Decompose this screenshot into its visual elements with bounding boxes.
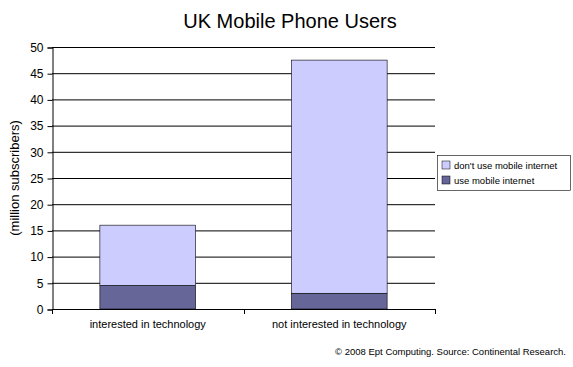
y-tick: 5 [37, 277, 53, 291]
bar-segment [291, 293, 387, 309]
y-tick-label: 0 [37, 303, 44, 317]
legend-swatch [442, 161, 450, 169]
y-tick-label: 50 [30, 41, 44, 55]
y-tick-label: 5 [37, 277, 44, 291]
y-tick-mark [48, 48, 53, 49]
y-tick: 15 [30, 224, 52, 238]
y-tick-label: 20 [30, 198, 44, 212]
y-tick-label: 40 [30, 93, 44, 107]
x-tick-label: interested in technology [90, 318, 207, 330]
y-tick-mark [48, 100, 53, 101]
annotation: © 2008 Ept Computing. Source: Continenta… [335, 346, 566, 357]
y-axis-title: (million subscribers) [7, 120, 22, 236]
legend-label: use mobile internet [454, 175, 535, 186]
legend-box [438, 156, 571, 191]
grid-line [52, 47, 435, 48]
y-tick: 30 [30, 146, 52, 160]
y-tick: 50 [30, 41, 52, 55]
legend: don't use mobile internet use mobile inte… [438, 156, 571, 191]
x-boundary-tick [244, 309, 245, 314]
y-tick-mark [48, 74, 53, 75]
y-tick-mark [48, 152, 53, 153]
y-axis: 0 5 10 15 20 25 30 35 40 45 50 [30, 41, 53, 317]
y-tick: 20 [30, 198, 52, 212]
y-tick: 25 [30, 172, 52, 186]
y-tick: 10 [30, 250, 52, 264]
y-tick-mark [48, 205, 53, 206]
y-tick-label: 45 [30, 67, 44, 81]
y-tick-mark [48, 257, 53, 258]
y-tick-label: 15 [30, 224, 44, 238]
grid [52, 48, 435, 310]
y-tick: 0 [37, 303, 53, 317]
x-axis: interested in technology not interested i… [52, 309, 436, 330]
y-tick-label: 25 [30, 172, 44, 186]
y-axis-line [48, 48, 54, 310]
x-boundary-tick [435, 309, 436, 314]
grid-line [52, 309, 435, 310]
y-tick-mark [48, 283, 53, 284]
y-tick-mark [48, 126, 53, 127]
y-tick-mark [48, 179, 53, 180]
bar-segment [100, 285, 196, 309]
x-tick-label: not interested in technology [272, 318, 407, 330]
y-tick: 35 [30, 119, 52, 133]
y-tick-mark [48, 231, 53, 232]
y-tick-label: 35 [30, 119, 44, 133]
legend-label: don't use mobile internet [454, 160, 558, 171]
y-tick-label: 10 [30, 250, 44, 264]
y-tick-label: 30 [30, 146, 44, 160]
bars [100, 60, 387, 309]
bar-segment [291, 60, 387, 293]
y-tick-mark [48, 310, 53, 311]
legend-swatch [442, 176, 450, 184]
title: UK Mobile Phone Users [183, 10, 396, 32]
chart: UK Mobile Phone Users 0 5 10 15 20 25 30 35 40 45 5… [0, 0, 573, 367]
x-axis-line [52, 309, 435, 310]
x-boundary-tick [52, 309, 53, 314]
y-tick: 40 [30, 93, 52, 107]
bar-segment [100, 225, 196, 285]
y-tick: 45 [30, 67, 52, 81]
